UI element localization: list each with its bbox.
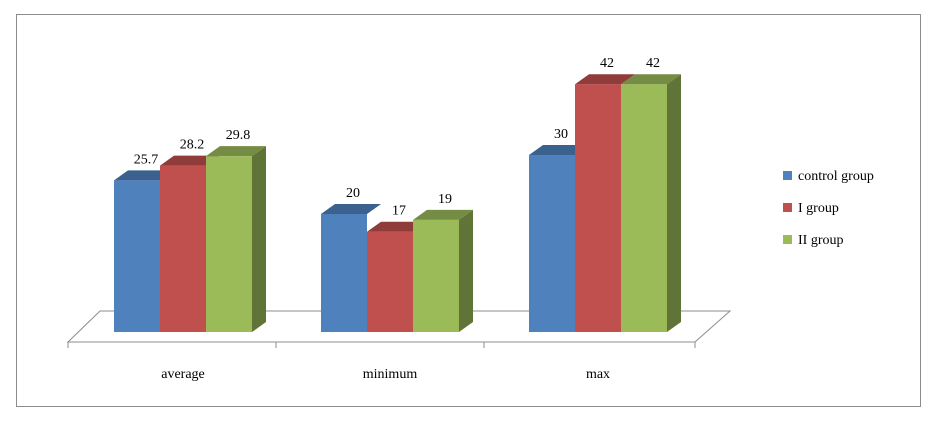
legend-label: control group	[798, 169, 874, 184]
data-label: 19	[438, 192, 452, 207]
data-label: 30	[554, 127, 568, 142]
bar-front	[621, 84, 667, 332]
bar-top	[621, 74, 681, 85]
legend-label: II group	[798, 233, 844, 248]
data-label: 17	[392, 204, 406, 219]
bar-top	[206, 146, 266, 157]
bar-side	[252, 146, 266, 332]
bar-top	[529, 145, 589, 155]
data-label: 20	[346, 186, 360, 201]
data-label: 42	[646, 56, 660, 71]
data-label: 29.8	[226, 128, 251, 143]
bar-top	[367, 221, 427, 232]
bar-front	[529, 155, 575, 332]
bar-top	[160, 155, 220, 166]
bar-side	[667, 74, 681, 332]
legend-swatch	[783, 203, 792, 212]
legend-swatch	[783, 171, 792, 180]
bar-side	[459, 209, 473, 332]
legend-label: I group	[798, 201, 839, 216]
legend-swatch	[783, 235, 792, 244]
bar-front	[206, 156, 252, 332]
data-label: 25.7	[134, 152, 159, 167]
bar-top	[413, 209, 473, 220]
bar-top	[114, 170, 174, 181]
bar-front	[114, 180, 160, 332]
x-tick-label: minimum	[363, 367, 418, 382]
bar-front	[413, 219, 459, 332]
x-tick-label: average	[161, 367, 205, 382]
bar-front	[367, 231, 413, 332]
bar-front	[321, 214, 367, 332]
data-label: 28.2	[180, 138, 205, 153]
bar-top	[321, 204, 381, 214]
data-label: 42	[600, 56, 614, 71]
bar-front	[575, 84, 621, 332]
bar-front	[160, 165, 206, 332]
bar-top	[575, 74, 635, 85]
x-tick-label: max	[586, 367, 610, 382]
